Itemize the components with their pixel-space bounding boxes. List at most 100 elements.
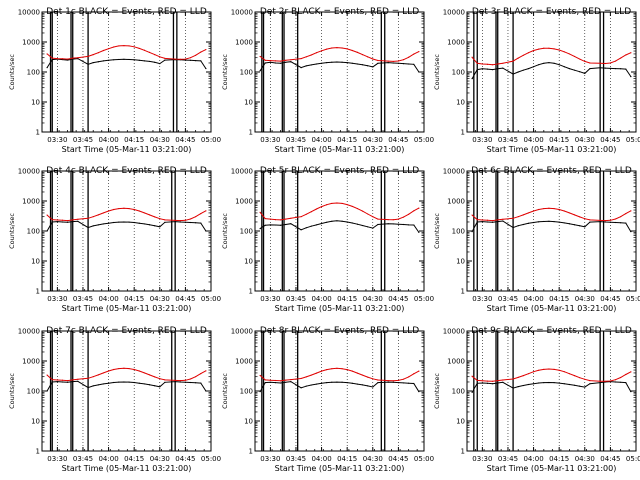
lld-data-point bbox=[346, 48, 348, 50]
events-data-point bbox=[397, 223, 399, 225]
lld-data-point bbox=[392, 380, 394, 382]
y-tick-label: 1000 bbox=[235, 358, 253, 366]
events-data-point bbox=[346, 382, 348, 384]
y-axis-label: Counts/sec bbox=[8, 373, 16, 409]
events-data-point bbox=[77, 220, 79, 222]
lld-data-point bbox=[205, 48, 207, 51]
lld-data-point bbox=[346, 203, 348, 206]
events-data-point bbox=[259, 228, 261, 230]
events-data-point bbox=[351, 382, 353, 384]
y-axis-label: Counts/sec bbox=[433, 373, 441, 409]
events-data-point bbox=[408, 382, 410, 384]
events-data-point bbox=[118, 381, 120, 383]
events-data-point bbox=[87, 226, 89, 229]
lld-data-point bbox=[408, 213, 410, 215]
events-data-point bbox=[481, 68, 483, 70]
y-tick-label: 10000 bbox=[443, 9, 465, 17]
events-data-point bbox=[184, 381, 186, 383]
events-data-point bbox=[413, 224, 415, 226]
events-data-point bbox=[573, 69, 576, 71]
lld-data-point bbox=[502, 379, 504, 381]
events-data-point bbox=[512, 226, 514, 229]
events-data-point bbox=[97, 384, 99, 386]
panel-title: Det 7c BLACK = Events, RED = LLD bbox=[46, 326, 207, 336]
lld-data-point bbox=[326, 369, 328, 371]
x-tick-label: 04:30 bbox=[363, 455, 383, 463]
lld-data-point bbox=[195, 216, 197, 218]
lld-data-point bbox=[269, 218, 271, 220]
events-data-point bbox=[367, 65, 369, 67]
events-data-point bbox=[548, 220, 550, 222]
events-data-point bbox=[102, 223, 105, 225]
events-data-point bbox=[205, 67, 207, 70]
events-data-point bbox=[584, 386, 586, 388]
lld-data-point bbox=[517, 376, 519, 378]
events-data-point bbox=[51, 221, 53, 223]
lld-data-point bbox=[481, 63, 483, 65]
x-tick-label: 04:45 bbox=[388, 455, 408, 463]
events-data-point bbox=[471, 231, 473, 233]
events-data-point bbox=[614, 67, 617, 70]
lld-data-point bbox=[481, 380, 483, 382]
lld-data-point bbox=[92, 216, 94, 218]
x-tick-label: 03:45 bbox=[498, 295, 518, 303]
events-data-point bbox=[599, 221, 601, 223]
x-axis-label: Start Time (05-Mar-11 03:21:00) bbox=[62, 304, 192, 313]
events-data-point bbox=[107, 222, 110, 224]
lld-data-point bbox=[336, 202, 338, 204]
lld-data-point bbox=[497, 380, 499, 382]
events-data-point bbox=[543, 382, 545, 384]
events-data-point bbox=[351, 62, 353, 64]
lld-data-point bbox=[128, 45, 130, 47]
events-data-point bbox=[527, 383, 530, 386]
events-data-point bbox=[599, 382, 601, 384]
lld-data-point bbox=[563, 210, 565, 212]
y-tick-label: 100 bbox=[240, 69, 253, 77]
lld-data-point bbox=[290, 59, 292, 61]
events-data-point bbox=[113, 59, 115, 61]
lld-data-point bbox=[543, 207, 545, 210]
lld-data-point bbox=[128, 207, 130, 210]
y-tick-label: 1000 bbox=[235, 198, 253, 206]
lld-data-point bbox=[331, 47, 333, 49]
x-tick-label: 03:30 bbox=[47, 136, 67, 144]
lld-series-line bbox=[259, 202, 420, 221]
events-data-point bbox=[579, 385, 581, 387]
lld-data-point bbox=[563, 371, 565, 373]
x-tick-label: 04:00 bbox=[98, 136, 118, 144]
lld-data-point bbox=[67, 380, 69, 382]
lld-data-point bbox=[56, 219, 58, 221]
lld-data-point bbox=[315, 208, 318, 210]
lld-data-point bbox=[97, 52, 99, 54]
events-data-point bbox=[154, 385, 156, 387]
lld-data-point bbox=[620, 376, 622, 379]
lld-series-line bbox=[46, 207, 207, 222]
lld-data-point bbox=[548, 207, 550, 209]
lld-data-point bbox=[189, 378, 192, 380]
events-data-point bbox=[154, 225, 156, 227]
x-tick-label: 04:30 bbox=[150, 455, 170, 463]
events-data-point bbox=[630, 231, 632, 233]
lld-data-point bbox=[356, 51, 359, 54]
events-data-point bbox=[148, 224, 151, 226]
events-data-point bbox=[418, 391, 420, 393]
lld-data-point bbox=[476, 218, 478, 221]
events-data-point bbox=[310, 384, 312, 386]
events-series-line bbox=[46, 380, 207, 392]
events-data-point bbox=[558, 64, 560, 66]
events-data-point bbox=[625, 222, 627, 224]
events-data-point bbox=[517, 386, 519, 388]
events-series-line bbox=[259, 381, 420, 392]
events-data-point bbox=[609, 221, 611, 223]
lld-data-point bbox=[154, 54, 156, 56]
panel-det-8: 03:30 03:45 04:00 04:15 04:30 04:45 05:00 1 10 10… bbox=[221, 326, 434, 473]
x-tick-label: 04:00 bbox=[311, 455, 331, 463]
lld-data-point bbox=[205, 370, 207, 372]
events-data-point bbox=[72, 58, 74, 60]
events-data-point bbox=[563, 66, 565, 68]
x-tick-label: 04:00 bbox=[98, 455, 118, 463]
lld-data-point bbox=[397, 218, 399, 220]
x-tick-label: 04:00 bbox=[98, 295, 118, 303]
events-data-point bbox=[387, 381, 389, 383]
events-data-point bbox=[553, 382, 555, 384]
